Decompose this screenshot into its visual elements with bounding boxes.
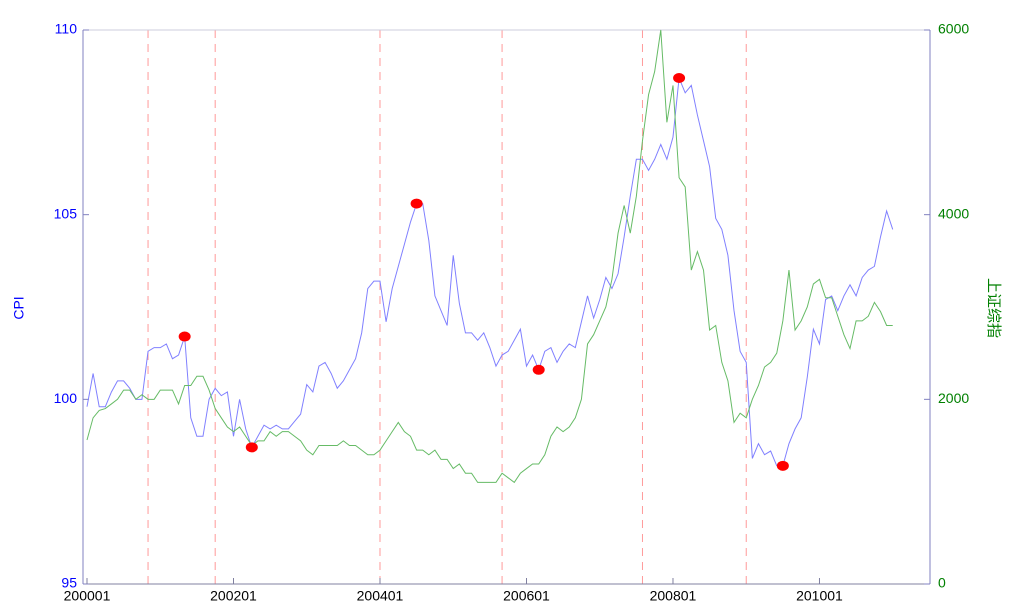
turning-point	[532, 364, 545, 375]
y-tick-label: 100	[54, 390, 78, 406]
y-tick-label: 110	[55, 21, 78, 37]
y-axis-label: CPI	[11, 296, 27, 319]
x-tick-label: 200401	[357, 588, 404, 604]
y-tick-label: 95	[61, 575, 77, 591]
turning-point	[410, 198, 423, 209]
x-tick-label: 201001	[796, 588, 843, 604]
turning-point	[776, 460, 789, 471]
y2-axis-label: 上证综指	[985, 278, 1003, 338]
y2-tick-label: 4000	[938, 205, 969, 221]
x-tick-label: 200601	[503, 588, 550, 604]
y2-tick-label: 6000	[938, 21, 969, 37]
y-tick-label: 105	[54, 205, 78, 221]
x-tick-label: 200201	[210, 588, 257, 604]
series-line	[86, 29, 893, 484]
series-line	[86, 77, 894, 467]
turning-point	[178, 331, 191, 342]
y2-tick-label: 2000	[938, 390, 969, 406]
turning-point	[673, 73, 686, 84]
x-tick-label: 200801	[650, 588, 697, 604]
x-tick-label: 200001	[64, 588, 111, 604]
turning-point	[245, 442, 258, 453]
y2-tick-label: 0	[938, 575, 946, 591]
